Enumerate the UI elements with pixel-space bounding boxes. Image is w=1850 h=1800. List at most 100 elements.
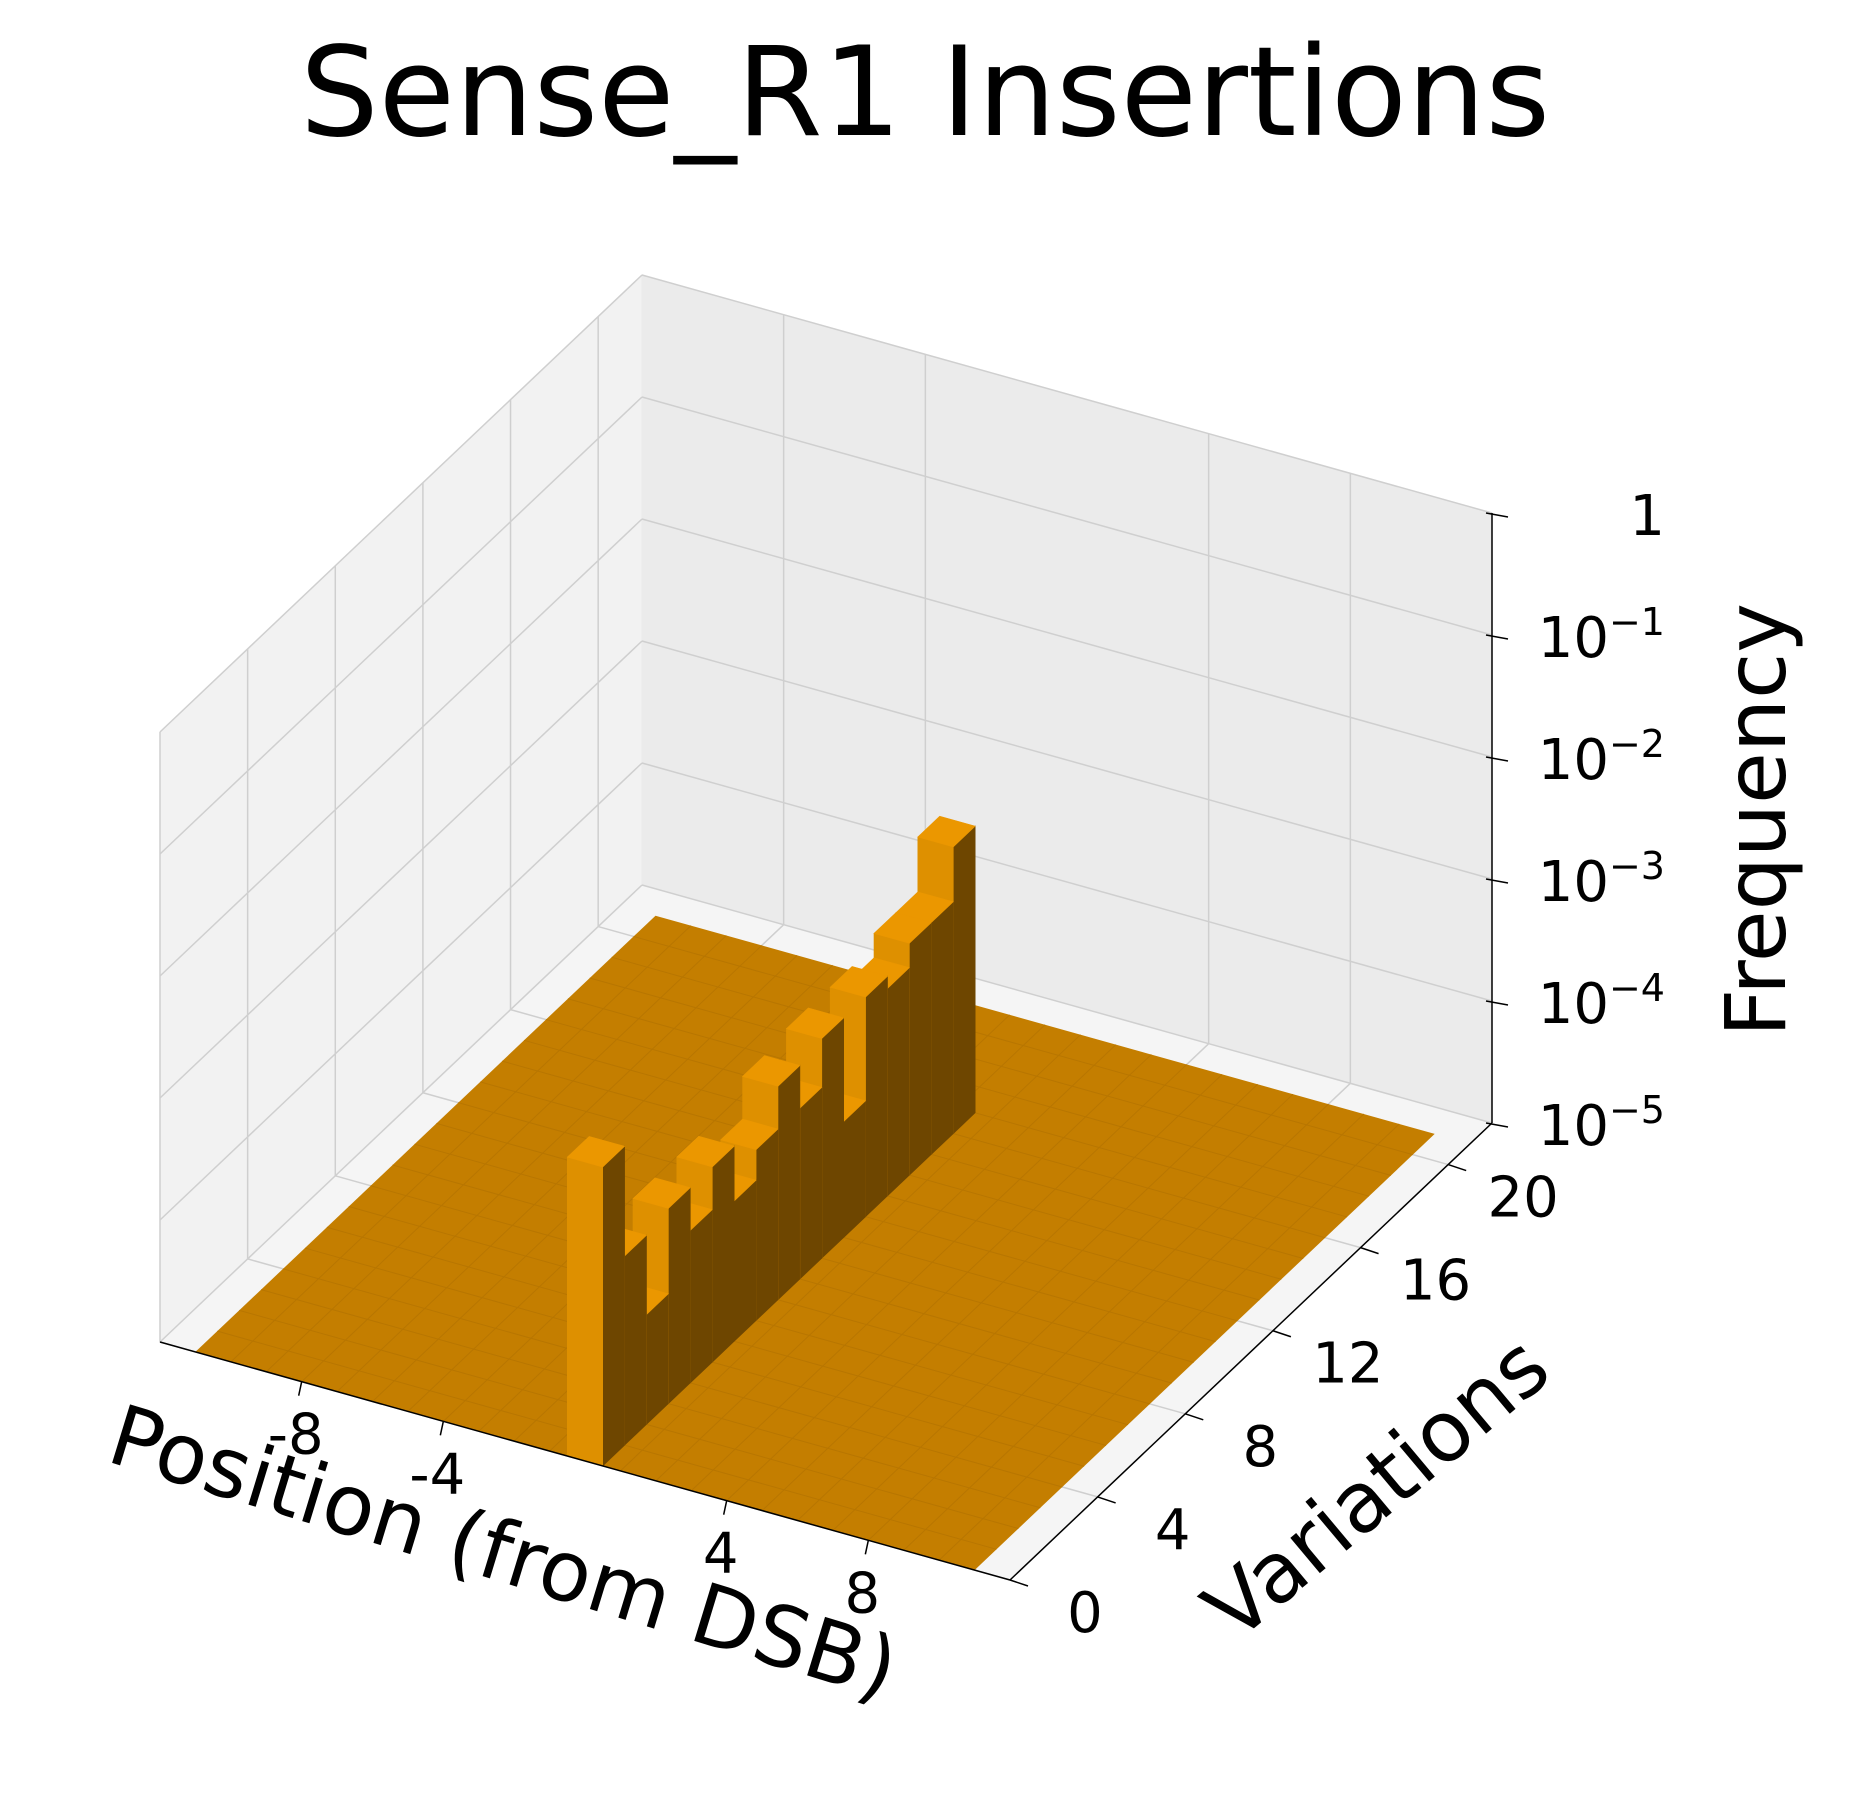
floor-bar-edge	[832, 1093, 1294, 1531]
bar-side-face	[733, 1179, 757, 1342]
bar-top-face	[566, 1136, 626, 1168]
y-tick-mark	[1272, 1330, 1292, 1338]
y-tick-mark	[1009, 1579, 1029, 1587]
y-tick-label: 20	[1488, 1166, 1559, 1231]
bar-front-face	[566, 1156, 604, 1467]
floor-bar-edge	[589, 977, 1370, 1197]
x-ticks: -8 -4 4 8	[268, 1381, 881, 1626]
grid-line-z	[159, 640, 643, 1099]
floor-bar-edge	[690, 1054, 1152, 1492]
bar-top-face	[742, 1055, 801, 1087]
bar-side-face	[624, 1234, 647, 1446]
y-tick-label: 12	[1312, 1332, 1383, 1397]
x-tick-mark	[439, 1421, 445, 1436]
floor-bar-edge	[938, 1123, 1400, 1561]
grid-line-z	[159, 396, 643, 855]
bar-side-face	[777, 1064, 801, 1301]
bar-side-face	[887, 967, 910, 1197]
chart-title: Sense_R1 Insertions	[300, 21, 1550, 165]
z-tick-exponent: −5	[1609, 1088, 1665, 1132]
bar-side-face	[930, 901, 954, 1156]
bar-top-face	[917, 815, 976, 848]
bar-top-face	[829, 966, 889, 998]
y-axis-line	[1009, 1122, 1493, 1581]
z-tick-base: 10	[1538, 972, 1609, 1037]
grid-line-z	[159, 884, 643, 1343]
bar	[566, 1136, 626, 1467]
x-tick-label: 4	[703, 1522, 739, 1587]
bar-top-face	[873, 912, 932, 944]
y-tick-label: 8	[1242, 1415, 1278, 1480]
z-tick-base: 1	[1629, 484, 1665, 549]
z-tick-base: 10	[1538, 850, 1609, 915]
z-tick-base: 10	[1538, 728, 1609, 793]
z-tick-label: 10−4	[1538, 966, 1665, 1037]
floor-bar-edge	[726, 1064, 1188, 1502]
bar-side-face	[668, 1187, 691, 1405]
z-tick-label: 10−1	[1538, 600, 1665, 671]
floor-bar-edge	[797, 1083, 1258, 1521]
grid-line-z	[159, 762, 643, 1221]
bar-side-face	[909, 921, 932, 1176]
x-tick-mark	[297, 1381, 303, 1396]
bar-top-face	[785, 1007, 845, 1039]
y-ticks: 048 12 16 20	[1009, 1163, 1559, 1646]
z-axis-label: Frequency	[1707, 603, 1805, 1037]
z-tick-exponent: −4	[1609, 966, 1665, 1010]
z-tick-exponent: −2	[1609, 722, 1665, 766]
floor-bar-edge	[655, 1044, 1117, 1482]
bar-top-face	[632, 1177, 691, 1209]
x-tick-label: -4	[409, 1442, 465, 1507]
x-tick-mark	[864, 1540, 870, 1555]
z-tick-mark	[1485, 634, 1509, 640]
bar-side-face	[843, 1100, 866, 1239]
bar-side-face	[602, 1145, 625, 1467]
y-tick-mark	[1447, 1163, 1467, 1172]
bar-side-face	[799, 1086, 823, 1280]
grid-line-z	[159, 518, 643, 977]
floor-bar-edge	[230, 925, 692, 1363]
y-tick-mark	[1360, 1246, 1379, 1255]
bar-top-face	[720, 1118, 779, 1151]
data-bars	[566, 815, 976, 1467]
z-tick-base: 10	[1538, 1094, 1609, 1159]
bar-side-face	[646, 1293, 669, 1426]
floor-bar-edge	[761, 1073, 1223, 1511]
floor-bar-edge	[265, 935, 727, 1373]
floor-bar-edge	[867, 1103, 1329, 1541]
bar-side-face	[755, 1128, 779, 1322]
y-tick-mark	[1097, 1496, 1116, 1504]
floor-bar-edge	[620, 1034, 1081, 1472]
z-tick-mark	[1485, 756, 1509, 762]
bar-side-face	[952, 825, 976, 1135]
z-tick-label: 10−2	[1538, 722, 1665, 793]
floor-bar-edge	[903, 1113, 1365, 1551]
x-tick-label: 8	[845, 1561, 881, 1626]
z-tick-base: 10	[1538, 606, 1609, 671]
z-tick-mark	[1485, 1122, 1509, 1128]
z-tick-label: 10−3	[1538, 844, 1665, 915]
y-tick-mark	[1185, 1413, 1204, 1421]
z-tick-label: 1	[1629, 484, 1665, 549]
x-tick-mark	[722, 1500, 728, 1515]
bar-top-face	[676, 1135, 735, 1168]
y-tick-label: 4	[1155, 1498, 1191, 1563]
z-tick-label: 10−5	[1538, 1088, 1665, 1159]
bar-side-face	[821, 1017, 845, 1259]
z-tick-exponent: −1	[1609, 600, 1665, 644]
floor-bar-edge	[633, 935, 1413, 1156]
bar-side-face	[865, 975, 888, 1218]
z-ticks: 110−110−210−310−410−5	[1485, 484, 1665, 1159]
bar-side-face	[689, 1208, 713, 1384]
floor-bar-edge	[611, 956, 1391, 1176]
grid-line-z	[159, 274, 643, 733]
z-tick-mark	[1485, 512, 1509, 518]
y-tick-label: 0	[1067, 1581, 1103, 1646]
bar-side-face	[711, 1145, 735, 1363]
x-tick-label: -8	[268, 1403, 324, 1468]
z-tick-exponent: −3	[1609, 844, 1665, 888]
floor-bar-edge	[301, 945, 763, 1383]
z-tick-mark	[1485, 1000, 1509, 1006]
z-tick-mark	[1485, 878, 1509, 884]
